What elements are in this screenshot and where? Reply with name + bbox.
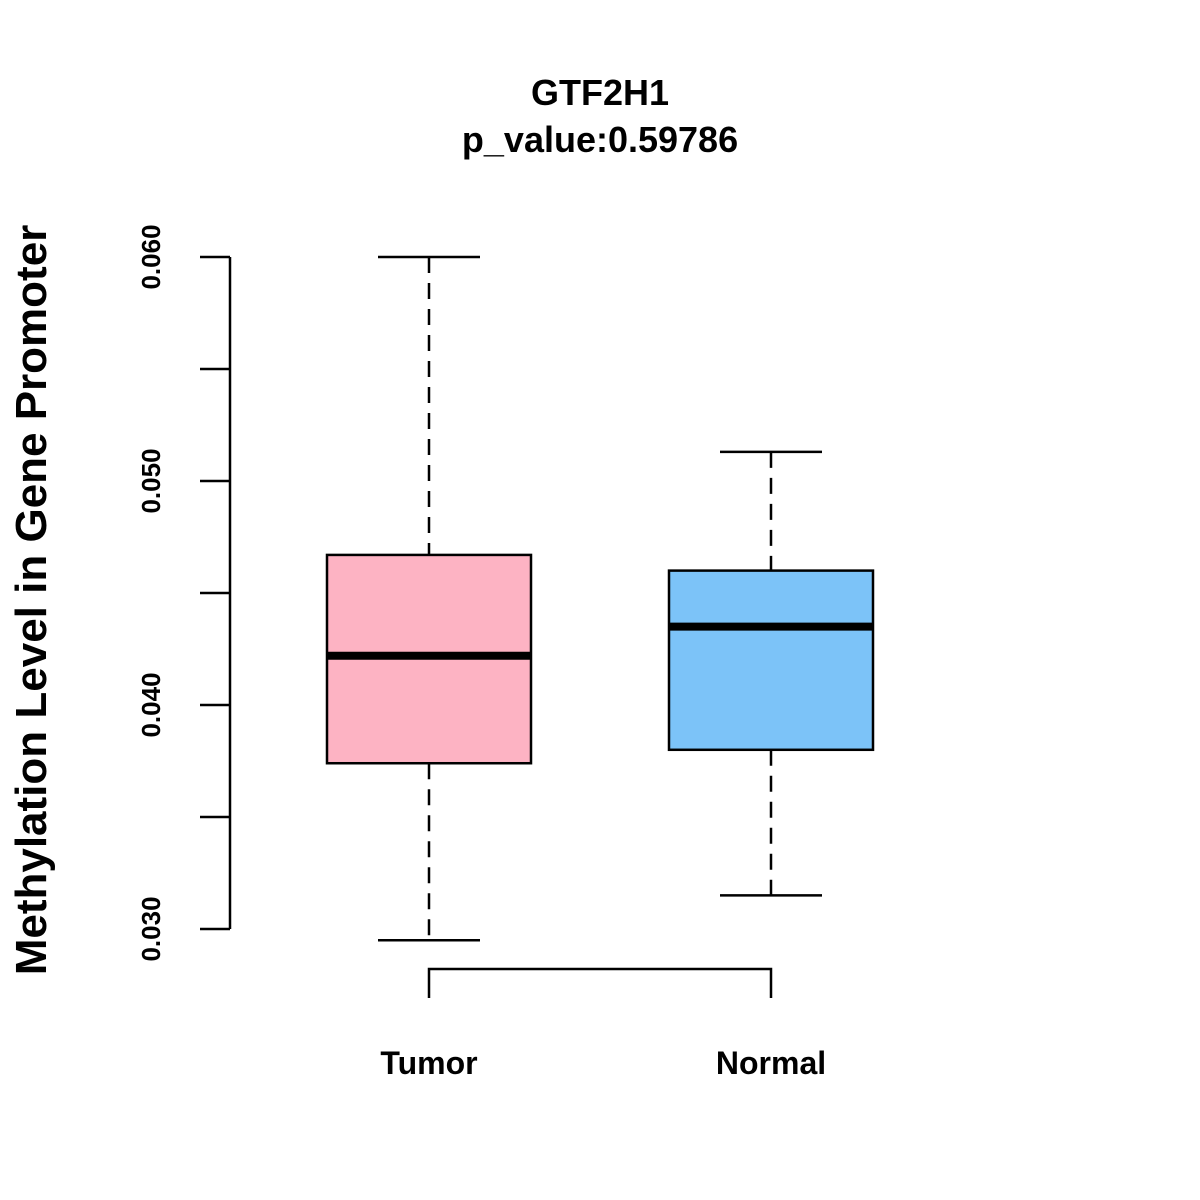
y-tick-label: 0.040 bbox=[136, 672, 166, 737]
chart-title: GTF2H1 bbox=[531, 72, 669, 113]
comparison-bracket bbox=[427, 967, 773, 998]
iqr-box bbox=[667, 569, 875, 752]
box-series bbox=[325, 255, 875, 942]
y-tick-label: 0.060 bbox=[136, 224, 166, 289]
category-label-normal: Normal bbox=[716, 1045, 826, 1081]
category-label-tumor: Tumor bbox=[380, 1045, 477, 1081]
box-tumor bbox=[325, 255, 533, 942]
y-axis-title: Methylation Level in Gene Promoter bbox=[7, 225, 56, 976]
chart-subtitle: p_value:0.59786 bbox=[462, 119, 738, 160]
box-normal bbox=[667, 450, 875, 897]
category-labels: Tumor Normal bbox=[380, 1045, 826, 1081]
y-axis: 0.030 0.040 0.050 0.060 bbox=[136, 224, 232, 962]
y-tick-label: 0.030 bbox=[136, 896, 166, 961]
y-tick-label: 0.050 bbox=[136, 448, 166, 513]
bracket-line bbox=[427, 967, 773, 998]
